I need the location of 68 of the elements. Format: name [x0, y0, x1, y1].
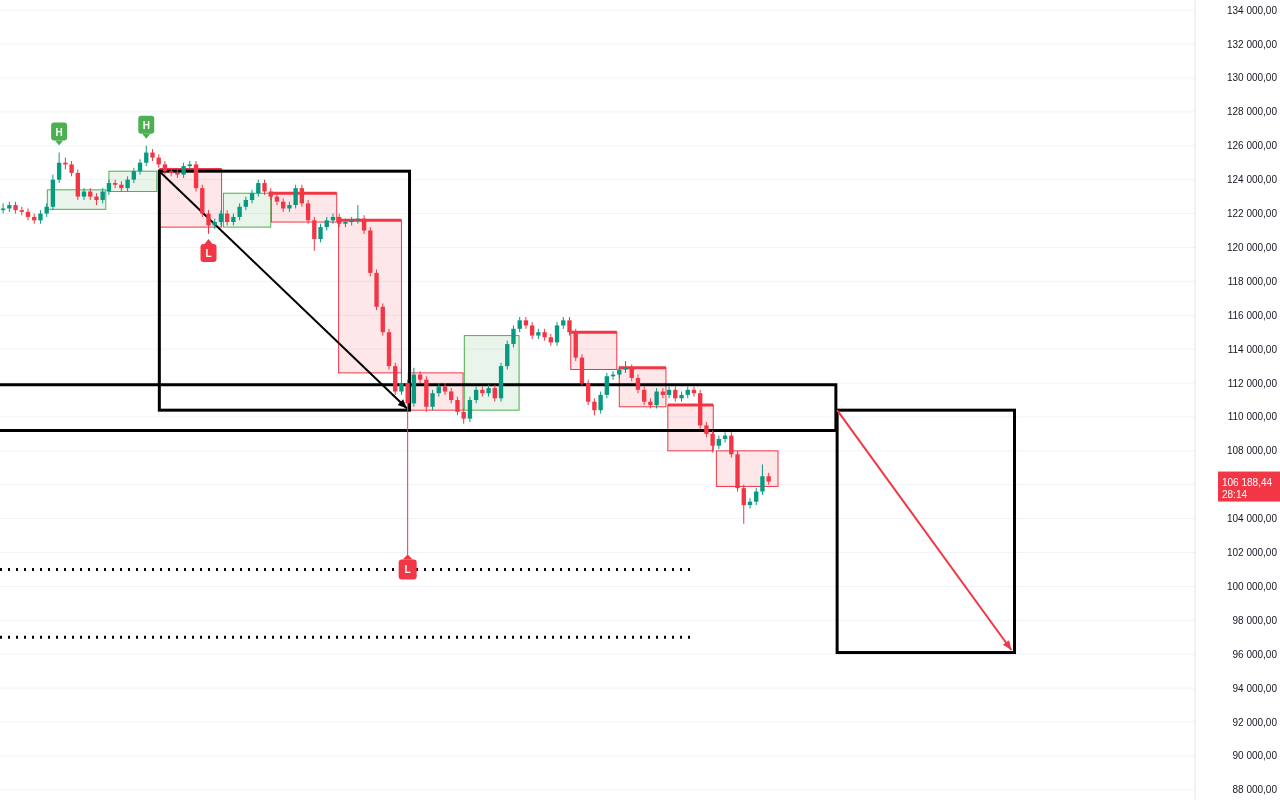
candlestick: [585, 379, 591, 406]
y-tick-label: 126 000,00: [1226, 140, 1278, 152]
annotation: H: [55, 126, 63, 138]
candlestick: [417, 370, 423, 384]
y-tick-label: 124 000,00: [1226, 174, 1278, 186]
y-tick-label: 104 000,00: [1226, 513, 1278, 525]
candlestick: [293, 184, 298, 209]
candlestick: [318, 223, 323, 243]
y-tick-label: 96 000,00: [1232, 648, 1278, 660]
candlestick: [598, 391, 603, 415]
text: 106 188,44: [1222, 476, 1273, 488]
y-tick-label: 122 000,00: [1226, 208, 1278, 220]
y-tick-label: 108 000,00: [1226, 445, 1278, 457]
candlestick: [25, 207, 31, 221]
candlestick: [442, 382, 448, 396]
candlestick: [399, 367, 404, 396]
candlestick: [455, 396, 460, 416]
y-tick-label: 92 000,00: [1232, 716, 1278, 728]
candlestick: [467, 396, 473, 423]
candlestick: [505, 340, 510, 370]
candlestick: [206, 209, 211, 235]
y-tick-label: 134 000,00: [1226, 4, 1278, 16]
candlestick: [741, 484, 746, 525]
y-tick-label: 98 000,00: [1232, 614, 1278, 626]
y-tick-label: 130 000,00: [1226, 72, 1278, 84]
y-tick-label: 90 000,00: [1232, 750, 1278, 762]
y-tick-label: 100 000,00: [1226, 580, 1278, 592]
y-tick-label: 120 000,00: [1226, 241, 1278, 253]
candlestick: [554, 321, 560, 347]
candlestick: [604, 372, 610, 399]
candlestick: [0, 202, 6, 215]
y-tick-label: 114 000,00: [1227, 343, 1278, 355]
candlestick: [710, 430, 715, 454]
candlestick: [654, 387, 659, 409]
candlestick: [430, 389, 435, 411]
candlestick: [635, 374, 641, 394]
candlestick: [144, 145, 149, 167]
y-tick-label: 88 000,00: [1232, 784, 1278, 796]
candlestick: [642, 385, 647, 406]
candlestick: [299, 184, 305, 208]
y-tick-label: 116 000,00: [1227, 309, 1278, 321]
candlestick: [75, 168, 80, 201]
candlestick: [361, 214, 367, 235]
annotation: L: [205, 247, 212, 259]
candlestick: [112, 179, 118, 189]
candlestick: [305, 199, 311, 225]
y-tick-label: 128 000,00: [1226, 106, 1278, 118]
annotation: H: [142, 119, 150, 131]
candlestick: [567, 316, 572, 337]
candlestick: [81, 187, 87, 201]
y-tick-label: 118 000,00: [1227, 275, 1278, 287]
y-tick-label: 94 000,00: [1232, 682, 1278, 694]
candlestick: [523, 316, 529, 330]
candlestick: [312, 216, 317, 252]
candlestick: [193, 160, 199, 193]
y-tick-label: 102 000,00: [1226, 547, 1278, 559]
y-tick-label: 132 000,00: [1226, 38, 1278, 50]
y-tick-label: 112 000,00: [1227, 377, 1278, 389]
text: 28:14: [1222, 488, 1248, 500]
candlestick: [511, 324, 516, 348]
candlestick: [162, 160, 168, 176]
candlestick: [56, 152, 62, 184]
candlestick: [666, 385, 672, 399]
y-tick-label: 110 000,00: [1227, 411, 1278, 423]
candlestick: [760, 463, 765, 496]
candlestick: [274, 192, 280, 206]
candlestick: [405, 379, 410, 408]
annotation: L: [404, 564, 411, 576]
